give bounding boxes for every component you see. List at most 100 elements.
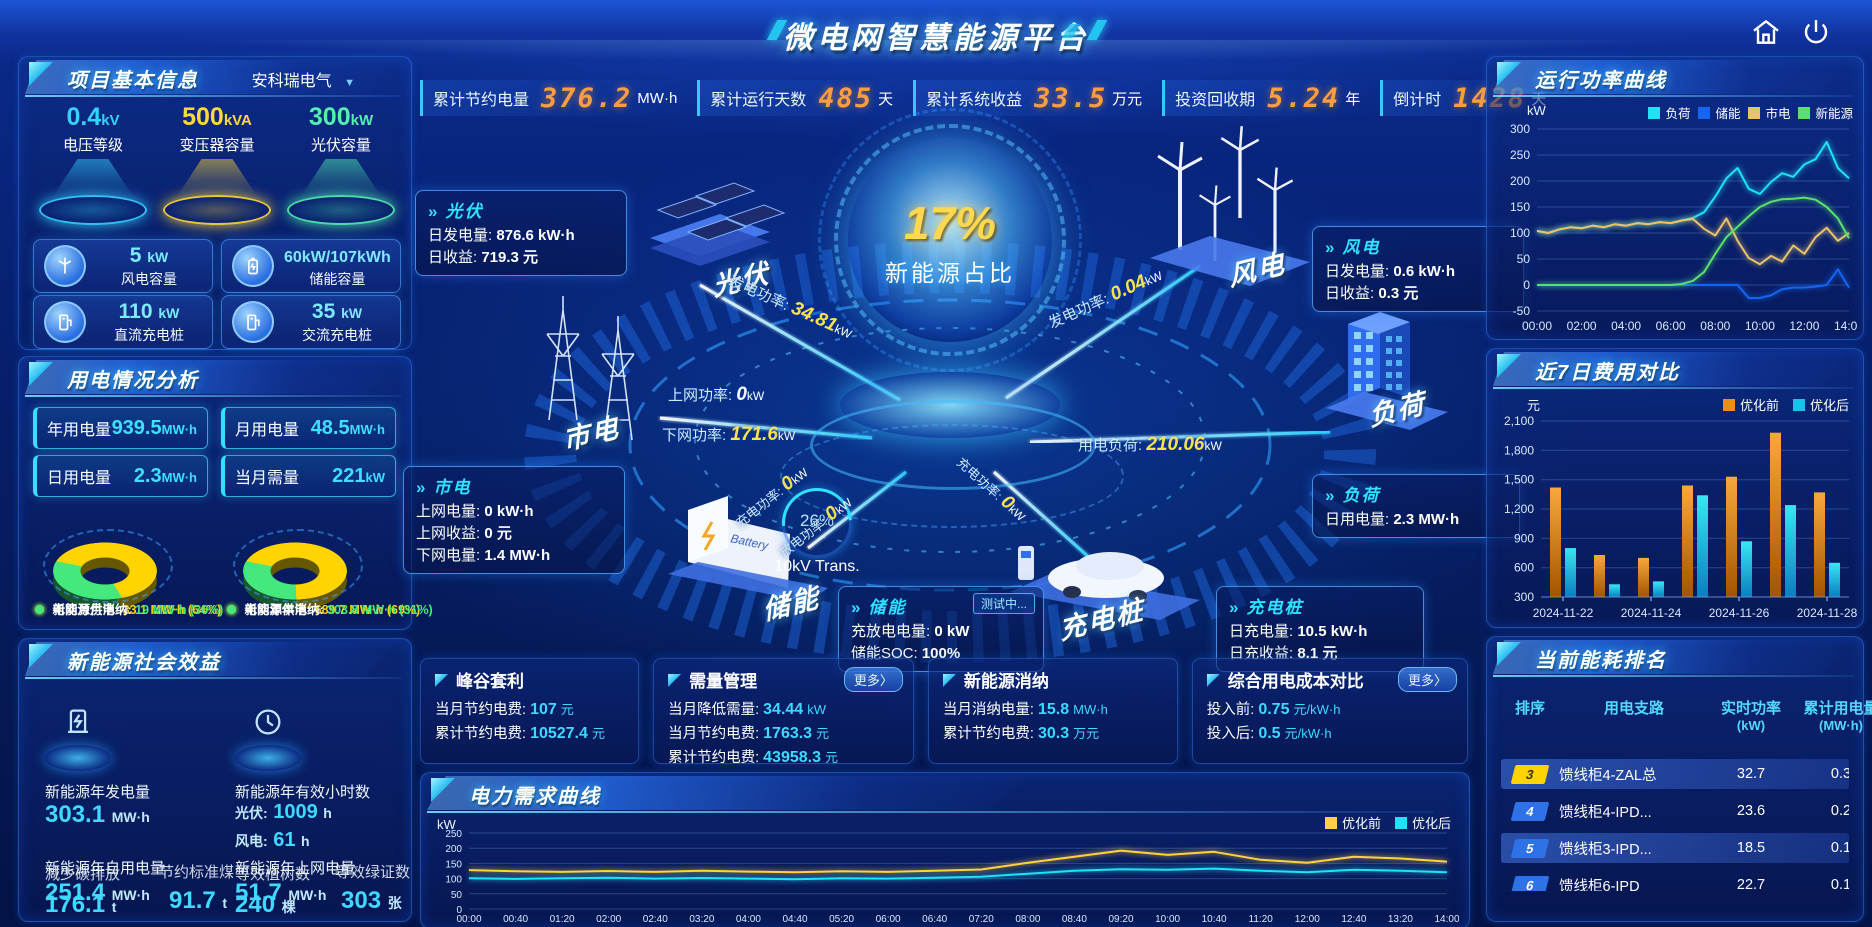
svg-text:10:00: 10:00 — [1745, 319, 1775, 333]
more-button[interactable]: 更多〉 — [1397, 667, 1457, 692]
bottom-panel-row: 当月消纳电量: 15.8 MW·h — [942, 701, 1108, 718]
svg-text:03:20: 03:20 — [689, 914, 714, 925]
panel-header: 近7日费用对比 — [1487, 349, 1863, 389]
benefit-label: 等效绿证数 — [335, 864, 411, 881]
bar — [1697, 495, 1708, 597]
bottom-kpi-row: 峰谷套利 当月节约电费: 107 元累计节约电费: 10527.4 元 需量管理… — [420, 658, 1468, 766]
donut-legend-item: 新能源年消纳: 303.8 MW·h (31%) — [227, 601, 433, 620]
panel-corner-icon — [942, 674, 956, 687]
capacity-card-value: 60kW/107kWh — [284, 248, 391, 266]
svg-text:00:40: 00:40 — [503, 914, 528, 925]
panel-project-info: 项目基本信息 安科瑞电气 ▼ 0.4kV 电压等级 500kVA 变压器容量 3… — [18, 56, 412, 350]
ranking-column-header: 排序 — [1514, 700, 1545, 717]
svg-text:01:20: 01:20 — [550, 914, 575, 925]
realtime-power: 32.7 — [1736, 766, 1766, 782]
home-icon[interactable] — [1750, 16, 1782, 48]
panel-header-underline — [1493, 675, 1854, 677]
benefit-value: 91.7 t — [169, 887, 228, 914]
svg-text:14:00: 14:00 — [1834, 319, 1857, 333]
panel-header-underline — [25, 95, 402, 97]
bar — [1550, 487, 1561, 597]
status-badge: 测试中... — [972, 593, 1035, 614]
rank-badge: 5 — [1510, 838, 1550, 858]
info-box-title: » 储能 — [851, 598, 907, 617]
svg-text:07:20: 07:20 — [969, 914, 994, 925]
svg-text:200: 200 — [445, 844, 462, 855]
spotlight-disc — [287, 195, 395, 225]
svg-text:2024-11-24: 2024-11-24 — [1621, 606, 1682, 620]
y-axis-unit: kW — [1527, 103, 1546, 118]
info-box-title: » 充电桩 — [1229, 598, 1304, 617]
demand-curve-chart: 250 200 150 100 50 000:00 00:40 01:20 02:00 02:40… — [445, 829, 1459, 925]
spotlight-value: 0.4kV — [66, 103, 120, 131]
panel-header: 运行功率曲线 — [1487, 57, 1863, 97]
bottom-panel-row: 当月节约电费: 1763.3 元 — [668, 725, 830, 742]
panel-power-curve: 运行功率曲线 kW 负荷 储能 市电 新能源 300 250 200 150 100 50 0 -5… — [1486, 56, 1864, 340]
legend-swatch — [1798, 107, 1811, 119]
panel-header-band — [1493, 640, 1849, 674]
svg-text:10:00: 10:00 — [1155, 914, 1180, 925]
info-box-title: » 负荷 — [1325, 486, 1381, 505]
capacity-spotlight: 500kVA 变压器容量 — [157, 103, 277, 225]
svg-text:150: 150 — [1510, 200, 1530, 214]
ev-station-icon — [45, 705, 111, 771]
legend-item: 负荷 — [1648, 103, 1690, 122]
supply-donut-chart — [43, 503, 173, 615]
donut-orbit-ring — [43, 529, 173, 603]
legend-swatch — [1748, 107, 1761, 119]
svg-text:300: 300 — [1514, 590, 1534, 604]
bottom-panel-row: 投入前: 0.75 元/kW·h — [1206, 701, 1341, 718]
info-box-title: » 光伏 — [428, 202, 484, 221]
capacity-card-1: 60kW/107kWh 储能容量 — [221, 239, 401, 293]
legend-item: 优化后 — [1394, 813, 1451, 832]
arrow-icon: » — [1325, 486, 1337, 505]
bar — [1814, 492, 1825, 597]
core-pedestal-ring — [780, 424, 1124, 528]
panel-header-band — [25, 642, 396, 676]
legend-label: 新能源月消纳: — [52, 603, 132, 617]
table-row[interactable]: 5 馈线柜3-IPD... 18.5 0.1 — [1501, 833, 1849, 863]
table-row[interactable]: 3 馈线柜4-ZAL总 32.7 0.3 — [1501, 759, 1849, 789]
top-stat-value: 33.5 — [1034, 82, 1108, 114]
rank-badge: 4 — [1510, 801, 1550, 821]
svg-text:600: 600 — [1514, 561, 1534, 575]
total-energy: 0.1 — [1830, 840, 1849, 856]
legend-label: 电网月供电: — [52, 603, 120, 617]
top-stat-unit: 万元 — [1112, 90, 1143, 108]
company-select[interactable]: 安科瑞电气 ▼ — [252, 67, 355, 91]
bottom-panel-row: 累计节约电费: 10527.4 元 — [435, 725, 605, 742]
series-line — [1536, 217, 1850, 266]
svg-text:04:00: 04:00 — [1611, 319, 1641, 333]
svg-text:14:00: 14:00 — [1434, 914, 1459, 925]
top-stat-value: 485 — [818, 82, 874, 114]
legend-label: 新能源年消纳: — [244, 603, 324, 617]
legend-swatch — [1792, 399, 1805, 411]
svg-text:02:40: 02:40 — [643, 914, 668, 925]
ranking-column-header: 累计用电量 (MW·h) — [1803, 700, 1872, 733]
more-button[interactable]: 更多〉 — [843, 667, 903, 692]
svg-text:300: 300 — [1510, 122, 1530, 136]
info-box-row: 日收益: 719.3 元 — [428, 249, 539, 266]
capacity-card-0: 5 kW 风电容量 — [33, 239, 213, 293]
panel-header-underline — [1493, 95, 1854, 97]
panel-demand-curve: 电力需求曲线 kW 优化前 优化后 250 200 150 100 50 0 00:00 00:… — [420, 772, 1470, 927]
bottom-panel-title: 新能源消纳 — [942, 667, 1163, 692]
top-stat-label: 累计系统收益 — [926, 92, 1023, 109]
table-row[interactable]: 4 馈线柜4-IPD... 23.6 0.2 — [1501, 796, 1849, 826]
load-node-label: 负荷 — [1367, 388, 1428, 432]
storage-info-box: » 储能 测试中... 充放电电量: 0 kW 储能SOC: 100% — [838, 586, 1044, 672]
table-row[interactable]: 6 馈线柜6-IPD 22.7 0.1 — [1501, 870, 1849, 891]
usage-stat-value: 48.5MW·h — [310, 416, 385, 439]
ranking-column-header: 实时功率 (kW) — [1720, 700, 1781, 733]
panel-title: 运行功率曲线 — [1535, 70, 1667, 92]
spotlight-disc — [39, 195, 147, 225]
svg-text:50: 50 — [1517, 252, 1531, 266]
svg-text:11:20: 11:20 — [1249, 914, 1274, 925]
panel-header-band — [25, 60, 396, 94]
panel-usage-analysis: 用电情况分析 年用电量 939.5MW·h 月用电量 48.5MW·h 日用电量… — [18, 356, 433, 630]
legend-dot — [227, 605, 236, 614]
usage-stat-label: 月用电量 — [235, 422, 300, 439]
cost-compare-chart: 2,100 1,800 1,500 1,200 900 600 300 2024-11-22 2… — [1504, 415, 1857, 620]
panel-title: 当前能耗排名 — [1535, 650, 1667, 672]
power-icon[interactable] — [1800, 16, 1832, 48]
